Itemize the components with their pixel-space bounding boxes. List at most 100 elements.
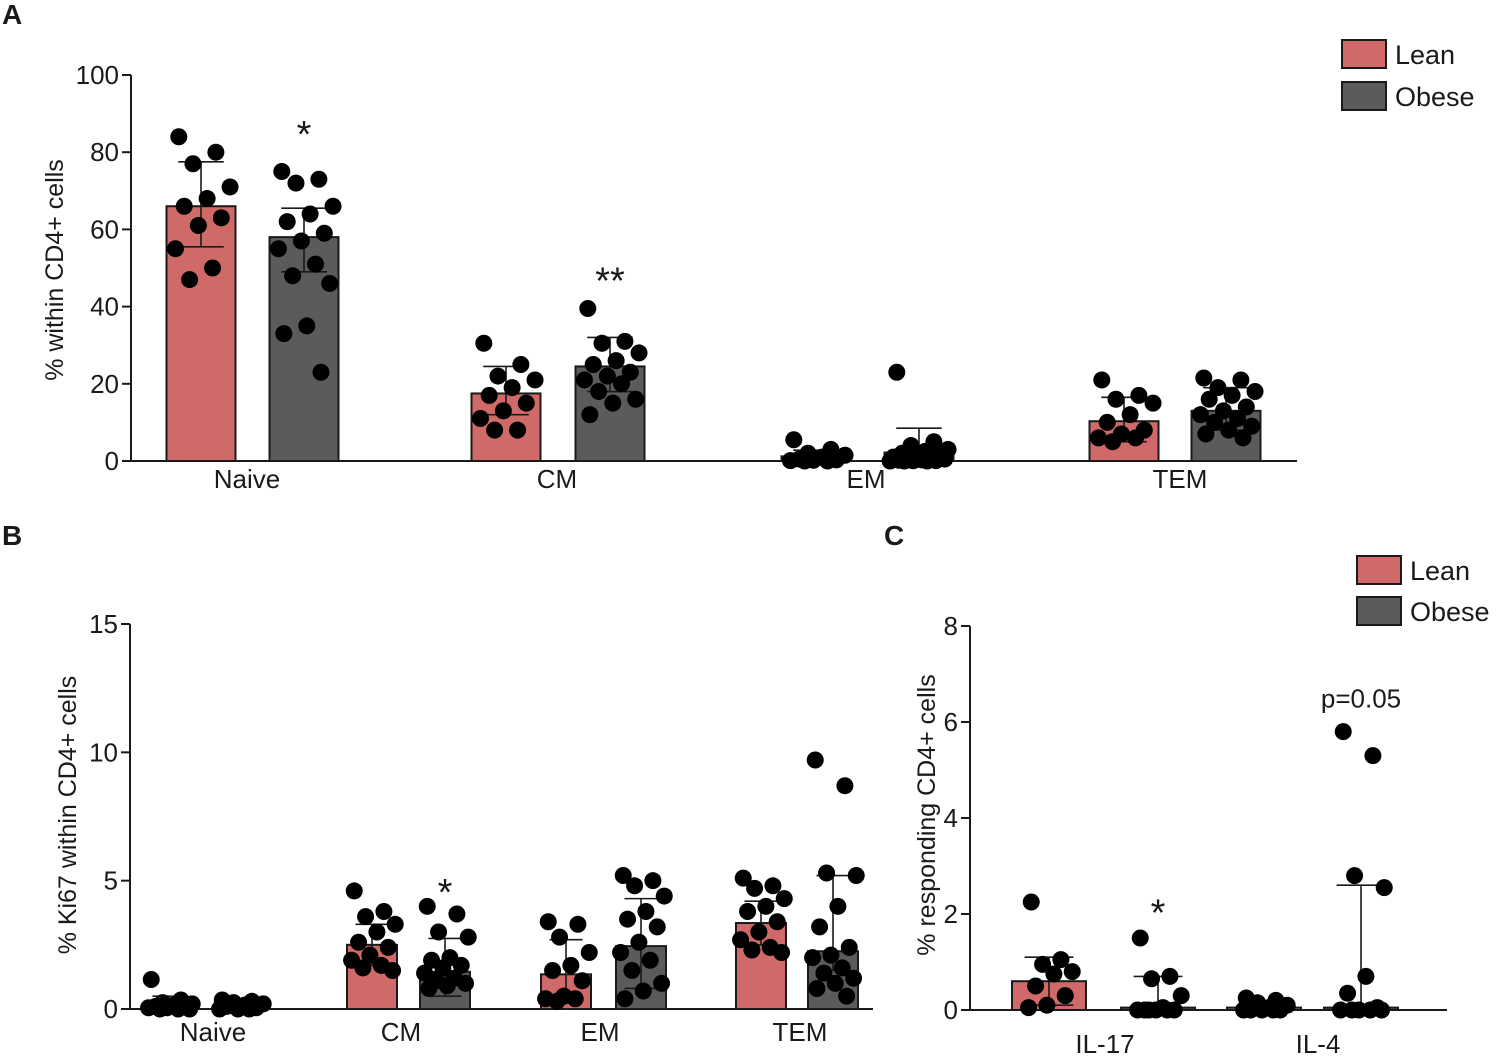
- panel-a-legend: Lean Obese: [1341, 39, 1475, 112]
- panel-b-data-point-obese: [240, 1000, 258, 1018]
- legend-label-obese: Obese: [1395, 82, 1475, 112]
- panel-letter-b: B: [2, 520, 22, 551]
- panel-a-data-point-obese: [307, 255, 325, 273]
- panel-c-data-point-lean: [1038, 996, 1056, 1014]
- panel-a-data-point-obese: [324, 197, 342, 215]
- panel-b-data-point-obese: [420, 979, 438, 997]
- panel-a-data-point-lean: [175, 197, 193, 215]
- panel-c-y-tick-label: 8: [944, 611, 958, 641]
- legend-swatch-lean: [1341, 39, 1387, 69]
- panel-a-x-tick-label: TEM: [1153, 464, 1208, 494]
- panel-a-data-point-obese: [1206, 413, 1224, 431]
- panel-b-data-point-obese: [614, 867, 632, 885]
- panel-b-data-point-lean: [566, 990, 584, 1008]
- panel-a-data-point-lean: [1089, 429, 1107, 447]
- panel-b-data-point-lean: [746, 879, 764, 897]
- panel-letter-c: C: [884, 520, 904, 551]
- panel-a-data-point-lean: [184, 155, 202, 173]
- panel-a-data-point-obese: [581, 406, 599, 424]
- panel-a-data-point-lean: [785, 431, 803, 449]
- panel-a-data-point-lean: [1098, 413, 1116, 431]
- legend-label-lean: Lean: [1410, 556, 1470, 586]
- panel-a-data-point-obese: [616, 332, 634, 350]
- panel-c-x-tick-label: IL-17: [1075, 1029, 1134, 1056]
- panel-b-data-point-obese: [845, 969, 863, 987]
- panel-c-data-point-lean: [1235, 1001, 1253, 1019]
- panel-a-data-point-obese: [881, 452, 899, 470]
- panel-a-data-point-lean: [517, 394, 535, 412]
- panel-a-data-point-obese: [1214, 402, 1232, 420]
- panel-b-data-point-lean: [379, 938, 397, 956]
- panel-a-data-point-lean: [796, 452, 814, 470]
- panel-a-data-point-obese: [315, 224, 333, 242]
- panel-a-y-tick-label: 20: [90, 369, 119, 399]
- panel-b-data-point-obese: [826, 974, 844, 992]
- panel-a-data-point-lean: [1144, 394, 1162, 412]
- panel-a-data-point-obese: [1223, 386, 1241, 404]
- panel-b-data-point-lean: [544, 962, 562, 979]
- panel-a-data-point-obese: [312, 363, 330, 381]
- panel-b-data-point-obese: [838, 987, 856, 1005]
- panel-a-data-point-lean: [480, 386, 498, 404]
- panel-c-data-point-obese: [1364, 747, 1382, 765]
- panel-c-data-point-obese: [1158, 1001, 1176, 1019]
- legend-swatch-lean: [1356, 555, 1402, 585]
- panel-c-y-tick-label: 6: [944, 707, 958, 737]
- panel-a-data-point-obese: [590, 383, 608, 401]
- panel-a-significance-annotation: *: [297, 114, 312, 156]
- panel-c-data-point-obese: [1357, 967, 1375, 985]
- panel-a-y-tick-label: 0: [105, 446, 119, 476]
- panel-a-data-point-obese: [607, 352, 625, 370]
- panel-b-x-tick-label: EM: [581, 1017, 620, 1047]
- panel-b-data-point-obese: [847, 867, 865, 885]
- panel-a-data-point-obese: [1246, 383, 1264, 401]
- panel-b-y-tick-label: 15: [89, 609, 118, 639]
- panel-b-data-point-lean: [764, 877, 782, 895]
- panel-b-data-point-obese: [811, 918, 829, 936]
- panel-b-data-point-obese: [818, 864, 836, 882]
- panel-c-significance-annotation: *: [1151, 893, 1166, 935]
- panel-b-data-point-lean: [743, 941, 761, 959]
- panel-a-data-point-obese: [1229, 410, 1247, 428]
- panel-b-data-point-lean: [562, 956, 580, 974]
- panel-c-data-point-lean: [1034, 955, 1052, 973]
- panel-b-data-point-lean: [361, 946, 379, 964]
- panel-c-data-point-obese: [1373, 1001, 1391, 1019]
- panel-a-data-point-obese: [273, 163, 291, 180]
- panel-a-data-point-obese: [301, 205, 319, 223]
- panel-b-y-tick-label: 5: [104, 866, 118, 896]
- panel-a-data-point-lean: [486, 421, 504, 439]
- panel-b-data-point-obese: [430, 923, 448, 941]
- panel-b-data-point-obese: [634, 982, 652, 1000]
- panel-b-data-point-lean: [151, 1000, 169, 1018]
- panel-c-data-point-obese: [1172, 987, 1190, 1005]
- panel-b-data-point-obese: [616, 990, 634, 1008]
- panel-b-data-point-obese: [448, 905, 466, 923]
- panel-a-data-point-lean: [1127, 429, 1145, 447]
- panel-c-data-point-lean: [1264, 1001, 1282, 1019]
- panel-c-data-point-lean: [1027, 977, 1045, 995]
- panel-b-data-point-obese: [840, 938, 858, 956]
- panel-a-data-point-obese: [278, 213, 296, 231]
- panel-a-data-point-obese: [1191, 406, 1209, 424]
- panel-b-y-tick-label: 0: [104, 994, 118, 1024]
- panel-b-data-point-lean: [773, 944, 791, 962]
- panel-a-data-point-lean: [1121, 406, 1139, 424]
- panel-a-data-point-lean: [212, 209, 230, 227]
- panel-b-data-point-lean: [768, 913, 786, 931]
- panel-b-data-point-lean: [375, 902, 393, 920]
- panel-a-data-point-obese: [593, 334, 611, 352]
- panel-a-data-point-lean: [181, 271, 199, 289]
- panel-a-data-point-obese: [310, 170, 328, 188]
- panel-a-data-point-lean: [471, 410, 489, 428]
- panel-a-data-point-obese: [1234, 429, 1252, 447]
- panel-a-data-point-obese: [284, 267, 302, 285]
- panel-b-data-point-obese: [822, 946, 840, 964]
- panel-a-data-point-obese: [1220, 421, 1238, 439]
- panel-a-x-tick-label: EM: [847, 464, 886, 494]
- panel-a-data-point-obese: [613, 375, 631, 393]
- panel-b-data-point-obese: [438, 977, 456, 995]
- panel-c-data-point-lean: [1052, 951, 1070, 969]
- panel-b-data-point-lean: [732, 931, 750, 949]
- panel-b-data-point-lean: [569, 915, 587, 933]
